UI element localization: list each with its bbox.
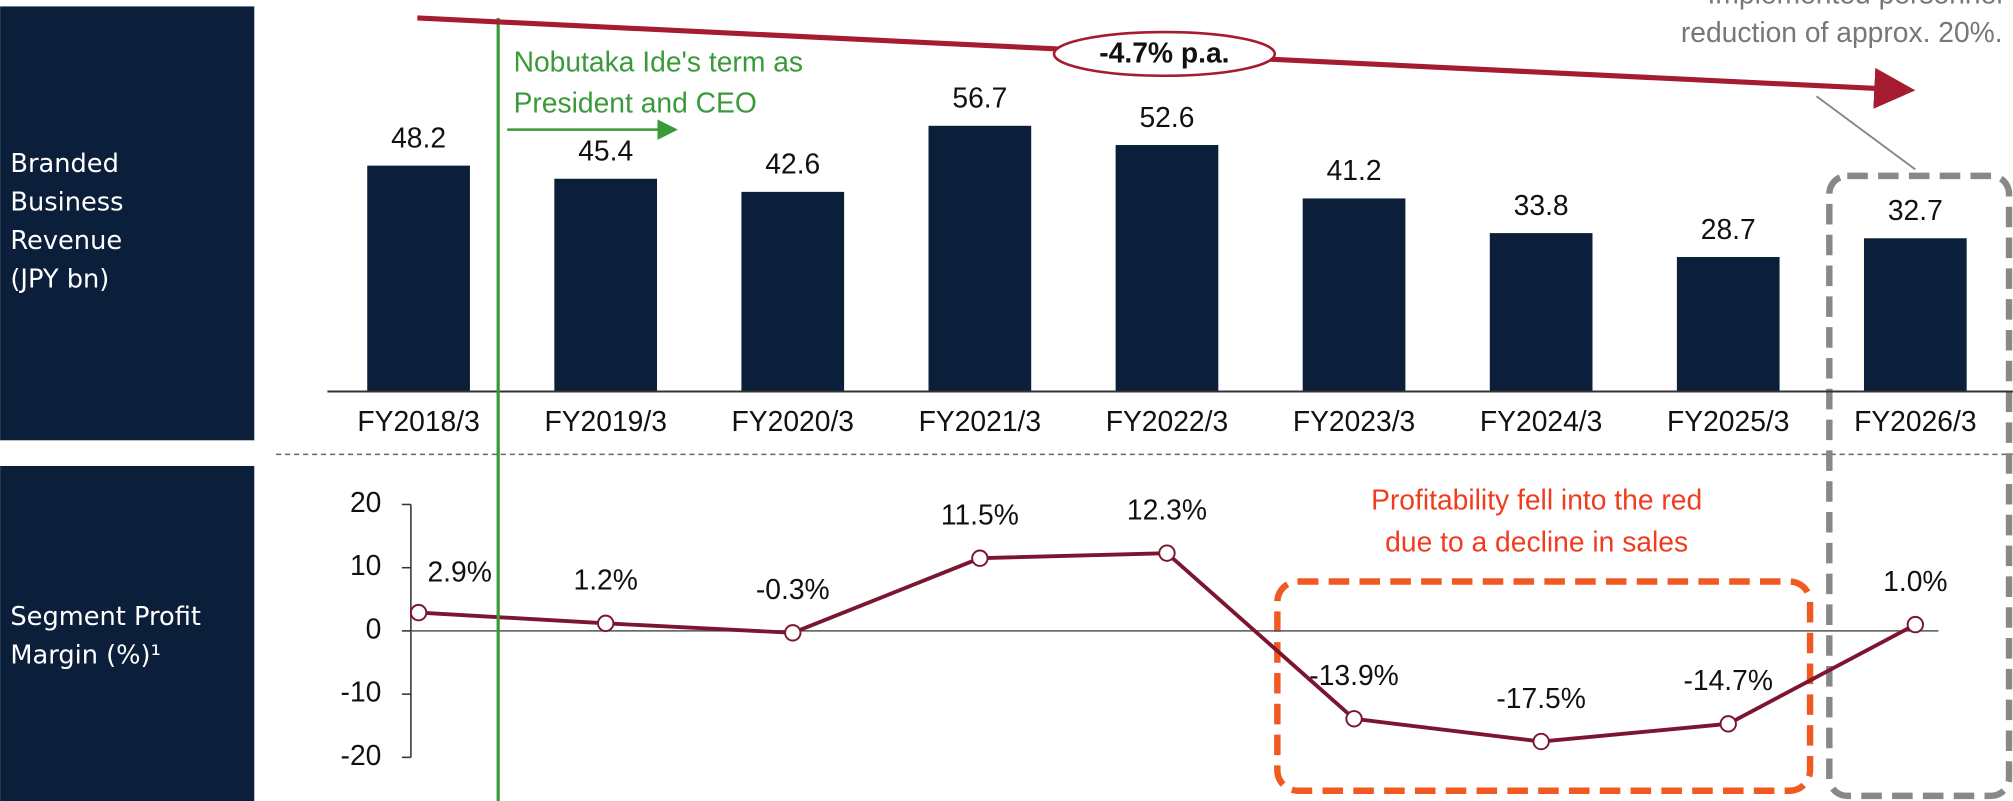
bar [554, 178, 658, 392]
bar [1489, 233, 1593, 392]
annotation: Nobutaka Ide's term as [514, 46, 803, 78]
marker [409, 603, 428, 622]
x-tick-label: FY2020/3 [732, 405, 854, 437]
data-label: 1.0% [1883, 565, 1947, 597]
data-label: 45.4 [578, 135, 633, 167]
marker [971, 549, 989, 567]
highlight-box [1826, 172, 2013, 800]
bar [741, 191, 845, 392]
trend-badge [1052, 30, 1277, 78]
annotation: Profitability fell into the red [1371, 483, 1702, 515]
y-axis-label: Branded [10, 149, 119, 179]
annotation: reduction of approx. 20%. [1681, 16, 2003, 48]
data-label: 52.6 [1139, 101, 1194, 133]
data-label: 1.2% [573, 564, 637, 596]
x-tick-label: FY2019/3 [544, 405, 666, 437]
line [418, 551, 1917, 744]
data-label: 33.8 [1514, 189, 1569, 221]
x-tick-label: FY2018/3 [357, 405, 479, 437]
marker [1158, 544, 1176, 562]
annotation: -4.7% p.a. [1099, 37, 1229, 69]
data-label: -0.3% [756, 573, 830, 605]
y-tick-label: -20 [341, 739, 382, 771]
highlight-box [1274, 578, 1814, 794]
data-label: 41.2 [1327, 154, 1382, 186]
marker [1906, 615, 1924, 634]
data-label: 56.7 [952, 82, 1007, 114]
data-label: 32.7 [1888, 194, 1943, 226]
y-axis-label: Business [10, 187, 123, 217]
y-tick-label: 20 [350, 486, 381, 518]
y-axis-label: (JPY bn) [10, 264, 109, 294]
x-tick-label: FY2026/3 [1854, 405, 1976, 437]
marker [1345, 710, 1363, 728]
marker [784, 624, 802, 642]
marker [1719, 715, 1737, 733]
marker [1532, 732, 1550, 751]
side-panel [0, 465, 255, 801]
x-tick-label: FY2024/3 [1480, 405, 1602, 437]
bar [928, 125, 1032, 392]
data-label: -17.5% [1496, 682, 1585, 714]
y-tick-label: 0 [366, 612, 382, 644]
bar [367, 165, 470, 392]
y-axis-label: Segment Profit [10, 602, 201, 632]
x-tick-label: FY2023/3 [1293, 405, 1415, 437]
y-tick-label: -10 [341, 676, 382, 708]
data-label: 2.9% [427, 556, 491, 588]
side-panel [0, 6, 255, 441]
data-label: 48.2 [391, 121, 446, 153]
y-axis-label: Margin (%)¹ [10, 640, 160, 670]
y-axis-label: Revenue [10, 226, 122, 256]
x-tick-label: FY2022/3 [1106, 405, 1228, 437]
data-label: 28.7 [1701, 213, 1756, 245]
annotation: President and CEO [514, 87, 757, 119]
x-tick-label: FY2025/3 [1667, 405, 1789, 437]
bar [1863, 238, 1967, 392]
bar [1676, 257, 1780, 392]
bar [1302, 198, 1406, 392]
marker [597, 614, 615, 632]
bar [1115, 145, 1219, 392]
annotation: due to a decline in sales [1385, 526, 1688, 558]
data-label: 11.5% [941, 499, 1019, 531]
x-tick-label: FY2021/3 [919, 405, 1041, 437]
callout-line [1815, 95, 1916, 171]
annotation: Implemented personnel [1708, 0, 2003, 10]
data-label: 12.3% [1127, 494, 1207, 526]
data-label: 42.6 [765, 148, 820, 180]
data-label: -14.7% [1684, 664, 1773, 696]
y-tick-label: 10 [350, 549, 381, 581]
data-label: -13.9% [1309, 659, 1398, 691]
